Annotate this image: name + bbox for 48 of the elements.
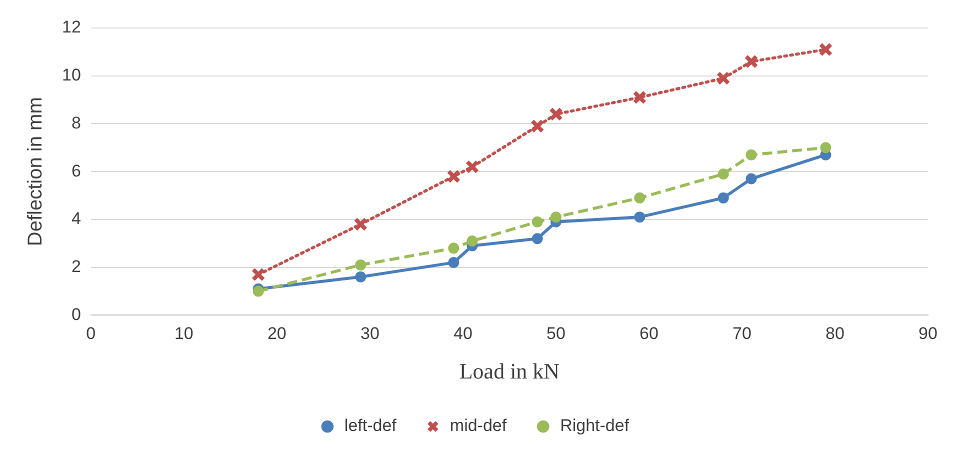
point: [718, 192, 729, 204]
x-tick-label: 60: [640, 324, 658, 344]
point: [448, 242, 460, 254]
y-tick-label: 8: [71, 113, 81, 132]
x-tick-label: 80: [826, 324, 844, 344]
y-tick-label: 0: [71, 304, 81, 324]
point: [355, 259, 366, 270]
point: [354, 217, 368, 232]
x-tick-label: 10: [174, 324, 194, 344]
x-tick-label: 70: [732, 324, 752, 344]
point: [355, 271, 366, 282]
point: [532, 233, 543, 244]
point: [744, 54, 758, 68]
point: [820, 142, 832, 154]
y-tick-label: 10: [62, 66, 81, 85]
point: [818, 42, 833, 56]
point: [251, 268, 266, 282]
x-tick-label: 0: [86, 324, 96, 344]
point: [532, 216, 543, 228]
point: [718, 168, 729, 180]
point: [252, 286, 264, 297]
point: [716, 71, 730, 86]
point: [549, 107, 563, 122]
point: [530, 119, 544, 134]
x-tick-label: 50: [546, 324, 566, 344]
legend-label: left-def: [344, 416, 397, 436]
point: [466, 236, 478, 247]
point: [746, 149, 757, 160]
y-tick-label: 12: [62, 18, 81, 37]
point: [448, 257, 460, 268]
x-tick-label: 40: [453, 324, 472, 344]
x-axis-title: Load in kN: [459, 358, 560, 384]
point: [634, 192, 646, 204]
legend-label: mid-def: [450, 416, 507, 436]
point: [465, 160, 480, 174]
point: [632, 90, 647, 104]
y-axis-title: Deflection in mm: [24, 97, 47, 246]
x-tick-label: 20: [267, 324, 286, 344]
x-tick-label: 90: [918, 324, 938, 344]
y-tick-label: 6: [71, 161, 81, 180]
x-tick-label: 30: [360, 324, 380, 344]
y-tick-label: 4: [71, 209, 81, 228]
point: [746, 173, 757, 184]
y-tick-label: 2: [71, 257, 81, 276]
point: [550, 212, 562, 223]
legend-label: Right-def: [560, 416, 630, 436]
point: [446, 169, 461, 184]
point: [634, 212, 646, 223]
